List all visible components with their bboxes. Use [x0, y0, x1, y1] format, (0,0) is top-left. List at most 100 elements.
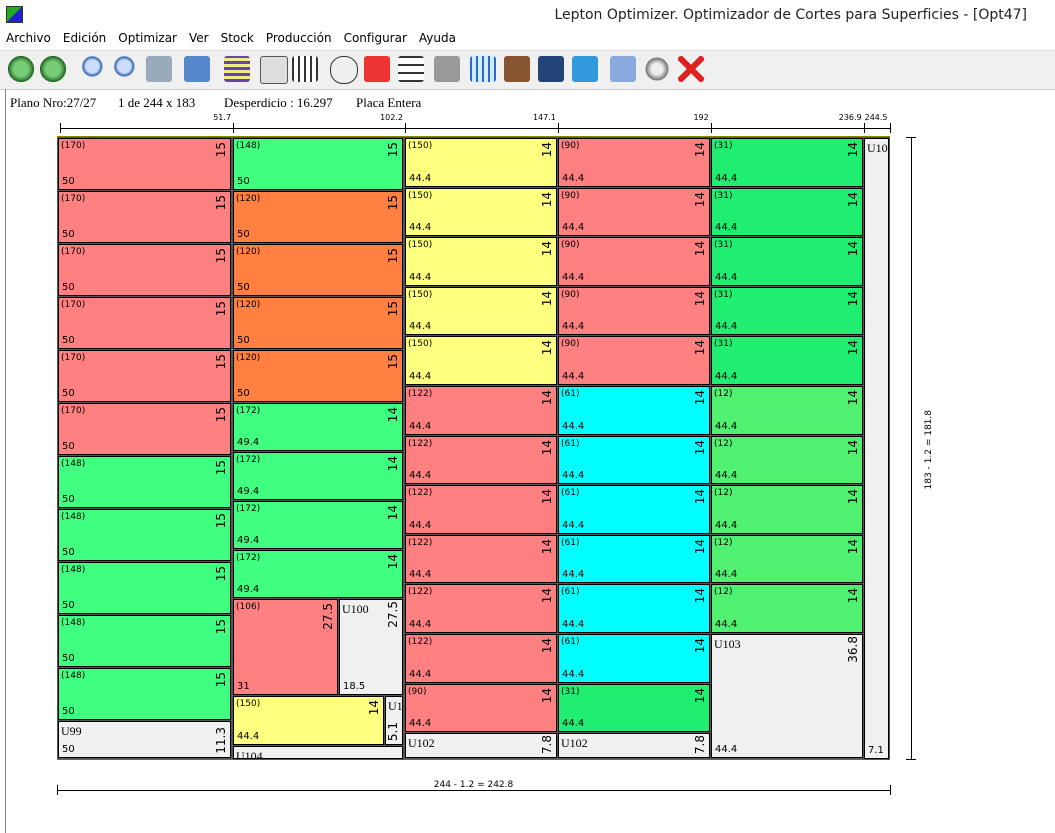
- menu-item[interactable]: Configurar: [343, 31, 407, 45]
- piece[interactable]: (122) 14 44.4: [404, 533, 558, 585]
- piece[interactable]: (172) 14 49.4: [232, 402, 404, 452]
- menu-item[interactable]: Producción: [265, 31, 332, 45]
- piece[interactable]: (120) 15 50: [232, 190, 404, 244]
- piece[interactable]: (148) 15 50: [57, 508, 232, 562]
- piece[interactable]: (90) 14 44.4: [557, 137, 711, 188]
- piece[interactable]: (150) 14 44.4: [232, 695, 385, 746]
- piece[interactable]: (170) 15 50: [57, 137, 232, 191]
- piece-height: 14: [540, 439, 554, 455]
- piece[interactable]: (122) 14 44.4: [404, 633, 558, 684]
- piece[interactable]: (122) 14 44.4: [404, 484, 558, 535]
- menu-item[interactable]: Archivo: [6, 31, 51, 45]
- piece[interactable]: (150) 14 44.4: [404, 285, 558, 337]
- piece[interactable]: (150) 14 44.4: [404, 236, 558, 287]
- piece[interactable]: (170) 15 50: [57, 243, 232, 297]
- grid-button[interactable]: [470, 56, 496, 82]
- offcut[interactable]: U99 11.3 50: [57, 720, 232, 759]
- offcut[interactable]: U102 7.8: [557, 732, 711, 760]
- refresh-button[interactable]: [572, 56, 598, 82]
- piece[interactable]: (172) 14 49.4: [232, 549, 404, 599]
- piece[interactable]: (122) 14 44.4: [404, 434, 558, 486]
- stock-button[interactable]: [504, 56, 530, 82]
- piece[interactable]: (90) 14 44.4: [557, 236, 711, 287]
- piece[interactable]: (12) 14 44.4: [710, 385, 864, 436]
- offcut[interactable]: U100 27.5 18.5: [338, 598, 404, 696]
- layout-button[interactable]: [292, 56, 318, 82]
- piece[interactable]: (170) 15 50: [57, 402, 232, 456]
- zoom-out-button[interactable]: [110, 56, 136, 82]
- piece-width: 49.4: [237, 535, 260, 546]
- offcut[interactable]: U1 5.1: [384, 695, 404, 746]
- menu-item[interactable]: Ver: [189, 31, 209, 45]
- piece[interactable]: (12) 14 44.4: [710, 533, 864, 585]
- zoom-in-button[interactable]: [78, 56, 104, 82]
- piece[interactable]: (150) 14 44.4: [404, 335, 558, 386]
- piece[interactable]: (170) 15 50: [57, 349, 232, 403]
- piece[interactable]: (31) 14 44.4: [710, 186, 864, 238]
- piece[interactable]: (106) 27.5 31: [232, 598, 339, 696]
- piece[interactable]: (61) 14 44.4: [557, 484, 711, 535]
- piece[interactable]: (31) 14 44.4: [710, 285, 864, 337]
- piece[interactable]: (61) 14 44.4: [557, 533, 711, 585]
- piece[interactable]: (170) 15 50: [57, 190, 232, 244]
- piece[interactable]: (61) 14 44.4: [557, 633, 711, 684]
- piece[interactable]: (61) 14 44.4: [557, 434, 711, 486]
- piece[interactable]: (148) 15 50: [57, 614, 232, 668]
- piece[interactable]: (90) 14 44.4: [404, 682, 558, 734]
- sheet-button[interactable]: [260, 56, 288, 84]
- piece[interactable]: (148) 15 50: [57, 455, 232, 509]
- piece[interactable]: (61) 14 44.4: [557, 583, 711, 634]
- piece[interactable]: (31) 14 44.4: [710, 137, 864, 188]
- piece[interactable]: (148) 15 50: [57, 667, 232, 721]
- piece[interactable]: (150) 14 44.4: [404, 186, 558, 238]
- piece[interactable]: (120) 15 50: [232, 243, 404, 297]
- piece[interactable]: (90) 14 44.4: [557, 335, 711, 386]
- back-button[interactable]: [8, 56, 34, 82]
- piece[interactable]: (12) 14 44.4: [710, 484, 864, 535]
- piece-id: (90): [408, 686, 427, 697]
- piece[interactable]: (31) 14 44.4: [710, 335, 864, 386]
- menu-item[interactable]: Edición: [62, 31, 107, 45]
- saw-button[interactable]: [644, 56, 670, 82]
- piece[interactable]: (170) 15 50: [57, 296, 232, 350]
- table-button[interactable]: [224, 56, 250, 82]
- offcut[interactable]: U104: [232, 745, 404, 760]
- offcut[interactable]: U103 36.8 44.4: [710, 633, 864, 759]
- labels-button[interactable]: [398, 56, 424, 82]
- menu-item[interactable]: Ayuda: [418, 31, 456, 45]
- offcut-id: U105: [867, 141, 888, 155]
- piece[interactable]: (172) 14 49.4: [232, 451, 404, 501]
- view-button[interactable]: [146, 56, 172, 82]
- offcut[interactable]: U102 7.8: [404, 732, 558, 760]
- piece[interactable]: (90) 14 44.4: [557, 285, 711, 337]
- forward-button[interactable]: [40, 56, 66, 82]
- piece-id: (122): [408, 587, 433, 598]
- save-button[interactable]: [538, 56, 564, 82]
- close-button[interactable]: [678, 56, 704, 82]
- piece[interactable]: (172) 14 49.4: [232, 500, 404, 550]
- piece[interactable]: (90) 14 44.4: [557, 186, 711, 238]
- edit-button[interactable]: [184, 56, 210, 82]
- piece[interactable]: (122) 14 44.4: [404, 583, 558, 634]
- piece[interactable]: (61) 14 44.4: [557, 385, 711, 436]
- piece[interactable]: (148) 15 50: [57, 561, 232, 615]
- piece-height: 14: [846, 439, 860, 455]
- piece-width: 44.4: [409, 718, 432, 730]
- piece[interactable]: (120) 15 50: [232, 296, 404, 350]
- piece[interactable]: (31) 14 44.4: [557, 682, 711, 734]
- piece[interactable]: (122) 14 44.4: [404, 385, 558, 436]
- piece-height: 15: [214, 248, 228, 264]
- menu-item[interactable]: Stock: [220, 31, 254, 45]
- sequence-button[interactable]: [330, 56, 358, 84]
- pdf-button[interactable]: [364, 56, 390, 82]
- calculator-button[interactable]: [610, 56, 636, 82]
- print-button[interactable]: [434, 56, 460, 82]
- piece[interactable]: (12) 14 44.4: [710, 583, 864, 634]
- menu-item[interactable]: Optimizar: [118, 31, 177, 45]
- piece[interactable]: (31) 14 44.4: [710, 236, 864, 287]
- piece[interactable]: (150) 14 44.4: [404, 137, 558, 188]
- piece[interactable]: (12) 14 44.4: [710, 434, 864, 486]
- piece[interactable]: (148) 15 50: [232, 137, 404, 191]
- offcut[interactable]: U105 7.1: [863, 137, 890, 760]
- piece[interactable]: (120) 15 50: [232, 349, 404, 403]
